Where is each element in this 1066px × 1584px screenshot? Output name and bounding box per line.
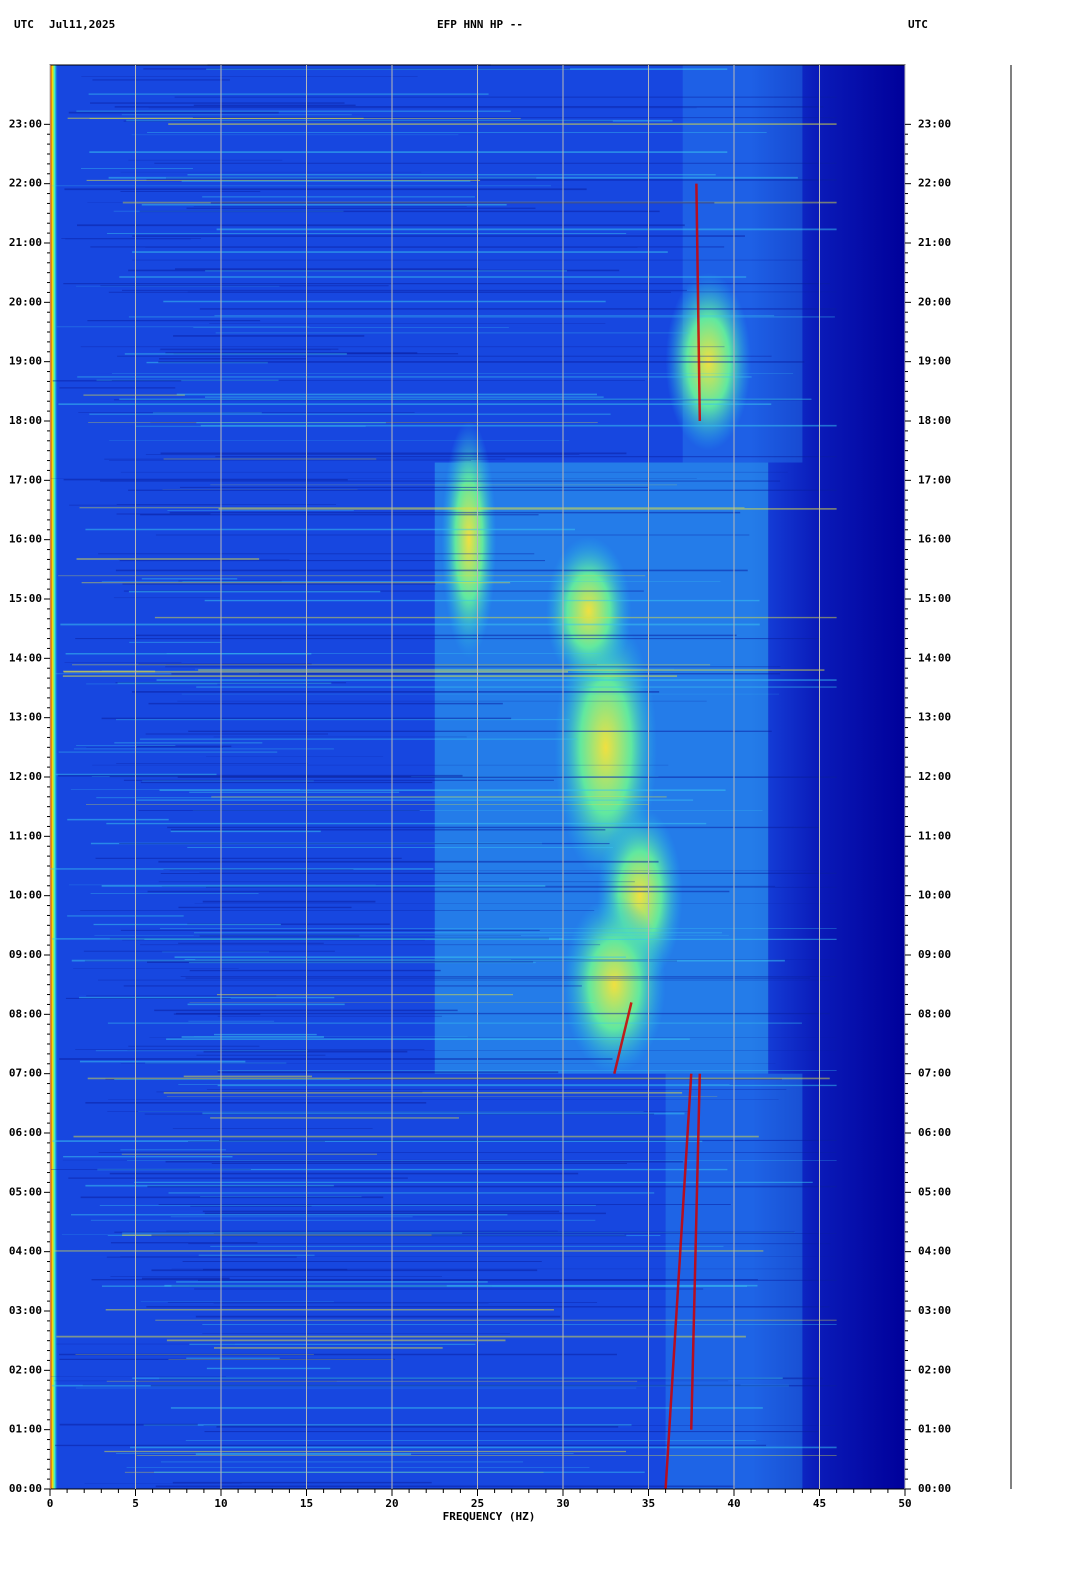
y-tick-label: 21:00 [918,236,951,249]
y-tick-label: 18:00 [9,414,42,427]
spectrogram-line [664,1073,693,1490]
y-tick-label: 01:00 [9,1423,42,1436]
y-tick-label: 05:00 [918,1185,951,1198]
spectrogram-line [695,183,702,422]
y-tick-label: 02:00 [918,1363,951,1376]
y-tick-label: 10:00 [9,889,42,902]
x-tick-label: 30 [556,1497,569,1510]
y-tick-label: 20:00 [9,295,42,308]
y-tick-label: 13:00 [9,711,42,724]
x-tick-label: 0 [47,1497,54,1510]
x-tick-label: 20 [385,1497,398,1510]
spectrogram-edge [50,65,58,1489]
y-tick-label: 10:00 [918,889,951,902]
x-tick-label: 5 [132,1497,139,1510]
y-tick-label: 12:00 [918,770,951,783]
y-tick-label: 00:00 [9,1482,42,1495]
y-tick-label: 21:00 [9,236,42,249]
x-tick-label: 40 [727,1497,740,1510]
y-tick-label: 17:00 [918,473,951,486]
y-tick-label: 14:00 [9,651,42,664]
y-tick-label: 05:00 [9,1185,42,1198]
y-tick-label: 11:00 [918,829,951,842]
x-tick-label: 10 [214,1497,227,1510]
y-tick-label: 11:00 [9,829,42,842]
spectrogram-hotspot [545,536,632,686]
x-tick-label: 45 [813,1497,826,1510]
y-tick-label: 22:00 [9,177,42,190]
x-tick-label: 25 [471,1497,484,1510]
y-tick-label: 06:00 [918,1126,951,1139]
y-tick-label: 07:00 [918,1067,951,1080]
y-tick-label: 23:00 [918,117,951,130]
x-axis-label: FREQUENCY (HZ) [443,1510,536,1523]
y-tick-label: 15:00 [918,592,951,605]
y-tick-label: 16:00 [9,533,42,546]
spectrogram-line [613,1002,633,1074]
y-tick-label: 09:00 [918,948,951,961]
y-tick-label: 22:00 [918,177,951,190]
x-tick-label: 15 [300,1497,313,1510]
y-tick-label: 18:00 [918,414,951,427]
y-tick-label: 20:00 [918,295,951,308]
y-tick-label: 17:00 [9,473,42,486]
y-tick-label: 03:00 [918,1304,951,1317]
y-tick-label: 09:00 [9,948,42,961]
y-tick-label: 19:00 [918,355,951,368]
time-zone-label: UTC [14,18,34,31]
y-tick-label: 03:00 [9,1304,42,1317]
y-tick-label: 19:00 [9,355,42,368]
y-tick-label: 04:00 [9,1245,42,1258]
y-tick-label: 07:00 [9,1067,42,1080]
y-tick-label: 23:00 [9,117,42,130]
y-tick-label: 08:00 [918,1007,951,1020]
x-tick-label: 50 [898,1497,911,1510]
spectrogram-hotspot [441,421,497,659]
chart-title: EFP HNN HP -- [437,18,523,31]
y-tick-label: 04:00 [918,1245,951,1258]
y-tick-label: 15:00 [9,592,42,605]
time-zone-label: UTC [908,18,928,31]
y-tick-label: 13:00 [918,711,951,724]
y-tick-label: 00:00 [918,1482,951,1495]
date-label: Jul11,2025 [49,18,115,31]
y-tick-label: 01:00 [918,1423,951,1436]
y-tick-label: 12:00 [9,770,42,783]
y-tick-label: 16:00 [918,533,951,546]
spectrogram-hotspot [563,895,666,1074]
y-tick-label: 02:00 [9,1363,42,1376]
y-tick-label: 06:00 [9,1126,42,1139]
y-tick-label: 14:00 [918,651,951,664]
spectrogram-line [690,1073,702,1430]
y-tick-label: 08:00 [9,1007,42,1020]
x-tick-label: 35 [642,1497,655,1510]
